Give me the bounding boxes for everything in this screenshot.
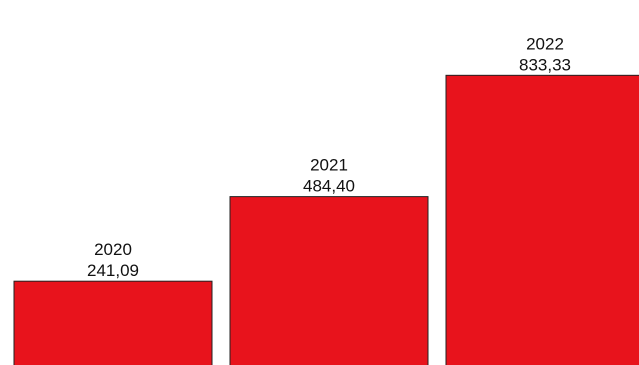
category-label-2020: 2020 [94,240,132,259]
bar-2021 [229,196,429,365]
value-label-2022: 833,33 [519,55,571,74]
bar-2022 [445,74,639,365]
category-label-2021: 2021 [310,156,348,175]
category-label-2022: 2022 [526,34,564,53]
value-label-2021: 484,40 [303,177,355,196]
bar-2020 [13,280,213,365]
bars-group [13,74,639,365]
labels-group: 241,09 2020 484,40 2021 833,33 2022 [87,34,571,280]
value-label-2020: 241,09 [87,261,139,280]
